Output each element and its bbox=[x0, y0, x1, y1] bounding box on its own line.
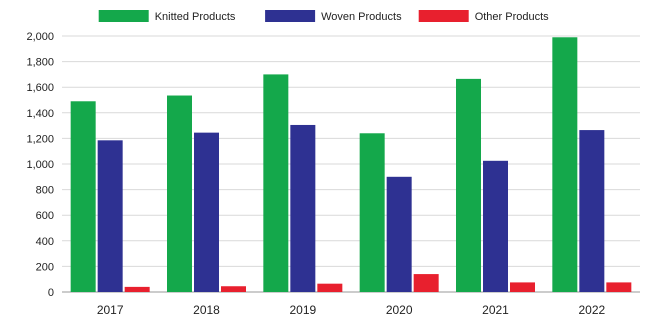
x-tick-label: 2022 bbox=[578, 303, 605, 317]
bars bbox=[70, 37, 632, 293]
bar-knitted-products-2018 bbox=[167, 95, 192, 293]
bar-other-products-2020 bbox=[413, 274, 439, 292]
bar-woven-products-2021 bbox=[483, 160, 508, 292]
x-tick-label: 2021 bbox=[482, 303, 509, 317]
y-tick-label: 400 bbox=[36, 236, 54, 248]
x-tick-label: 2020 bbox=[386, 303, 413, 317]
y-tick-label: 1,600 bbox=[26, 82, 54, 94]
bar-other-products-2018 bbox=[221, 286, 246, 292]
bar-knitted-products-2020 bbox=[359, 133, 385, 292]
y-tick-label: 2,000 bbox=[26, 31, 54, 43]
x-tick-label: 2017 bbox=[97, 303, 124, 317]
y-tick-label: 1,400 bbox=[26, 108, 54, 120]
bar-other-products-2019 bbox=[317, 283, 343, 292]
bar-woven-products-2022 bbox=[579, 130, 605, 292]
bar-woven-products-2019 bbox=[290, 124, 316, 293]
y-tick-label: 200 bbox=[36, 261, 54, 273]
bar-knitted-products-2019 bbox=[263, 74, 289, 293]
y-tick-label: 800 bbox=[36, 185, 54, 197]
y-axis-ticks: 0 200 400 600 800 1,000 1,200 1,400 1,600 1,800 2,… bbox=[26, 31, 54, 299]
y-tick-label: 0 bbox=[48, 287, 54, 299]
legend-swatch bbox=[265, 10, 316, 22]
legend-label: Other Products bbox=[475, 11, 549, 23]
bar-woven-products-2020 bbox=[386, 176, 412, 292]
bar-woven-products-2018 bbox=[194, 132, 219, 292]
bar-other-products-2017 bbox=[124, 286, 150, 292]
x-tick-label: 2019 bbox=[289, 303, 316, 317]
y-tick-label: 600 bbox=[36, 210, 54, 222]
x-axis-ticks: 2017 2018 2019 2020 2021 2022 bbox=[97, 303, 606, 317]
y-tick-label: 1,000 bbox=[26, 159, 54, 171]
legend-item-woven-products: Woven Products bbox=[265, 10, 402, 23]
legend: Knitted Products Woven Products Other Prod… bbox=[98, 10, 549, 23]
bar-other-products-2021 bbox=[510, 282, 535, 292]
y-tick-label: 1,200 bbox=[26, 133, 54, 145]
bar-knitted-products-2021 bbox=[456, 78, 481, 292]
x-tick-label: 2018 bbox=[193, 303, 220, 317]
legend-item-other-products: Other Products bbox=[418, 10, 549, 23]
bar-woven-products-2017 bbox=[97, 140, 123, 292]
legend-swatch bbox=[418, 10, 469, 22]
legend-label: Woven Products bbox=[321, 11, 402, 23]
bar-other-products-2022 bbox=[606, 282, 632, 292]
legend-swatch bbox=[98, 10, 149, 22]
bar-knitted-products-2022 bbox=[552, 37, 578, 292]
grid-lines bbox=[62, 35, 640, 293]
legend-label: Knitted Products bbox=[155, 11, 236, 23]
legend-item-knitted-products: Knitted Products bbox=[98, 10, 236, 23]
y-tick-label: 1,800 bbox=[26, 57, 54, 69]
bar-knitted-products-2017 bbox=[70, 101, 96, 292]
